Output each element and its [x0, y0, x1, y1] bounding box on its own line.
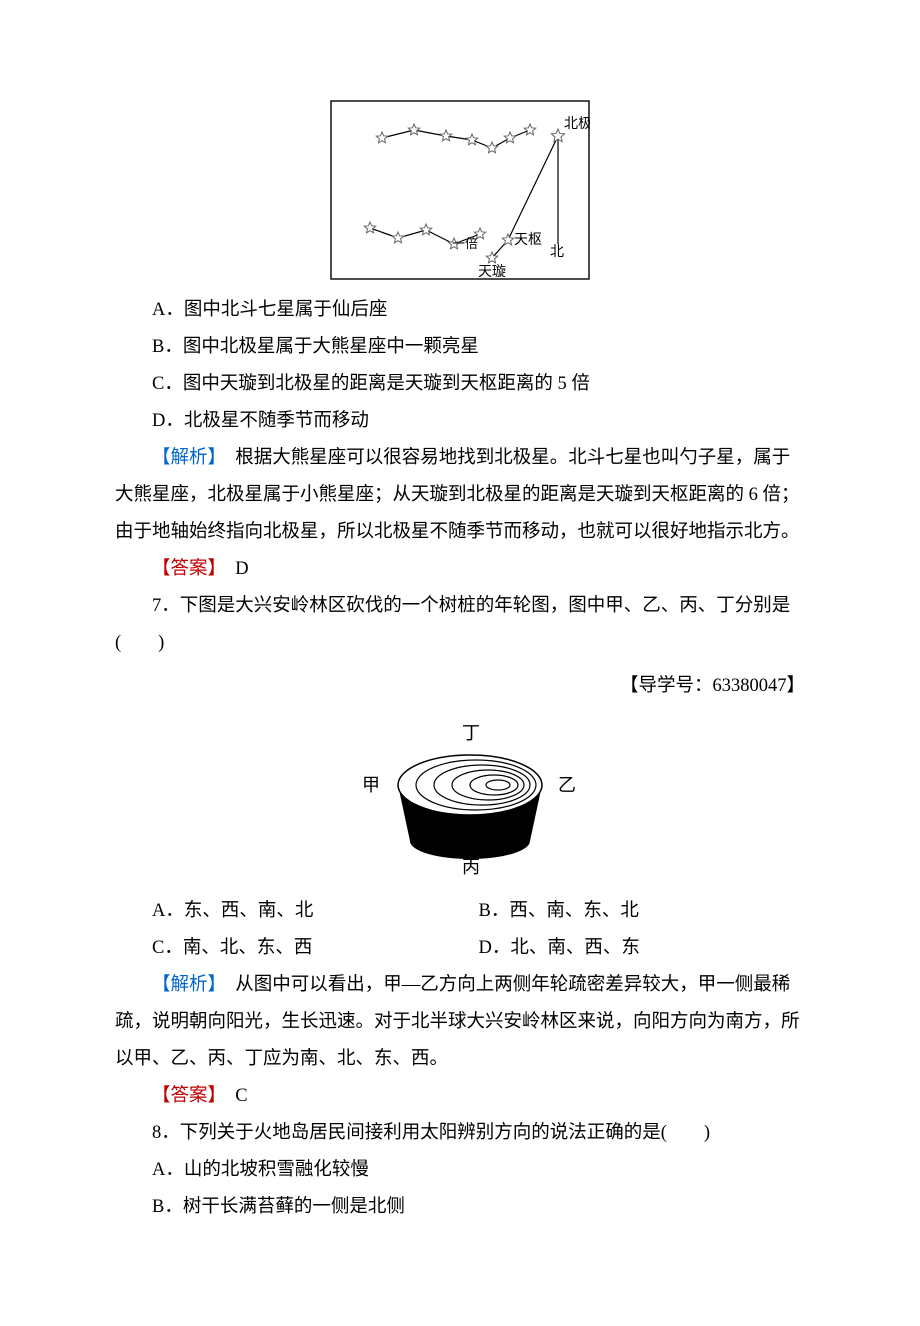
q6-option-b: B．图中北极星属于大熊星座中一颗亮星	[115, 329, 805, 366]
analysis-label: 【解析】	[152, 975, 217, 995]
q6-analysis: 【解析】 根据大熊星座可以很容易地找到北极星。北斗七星也叫勺子星，属于大熊星座，…	[115, 440, 805, 551]
q7-analysis: 【解析】 从图中可以看出，甲—乙方向上两侧年轮疏密差异较大，甲一侧最稀疏，说明朝…	[115, 967, 805, 1078]
q7-answer-value: C	[217, 1086, 248, 1106]
svg-text:丁: 丁	[462, 723, 480, 743]
q7-option-a: A．东、西、南、北	[152, 893, 479, 930]
q7-reference-number: 【导学号：63380047】	[115, 668, 805, 705]
q8-stem: 8．下列关于火地岛居民间接利用太阳辨别方向的说法正确的是( )	[115, 1115, 805, 1152]
svg-text:一倍: 一倍	[452, 236, 478, 251]
q8-option-a: A．山的北坡积雪融化较慢	[115, 1152, 805, 1189]
svg-text:甲: 甲	[362, 775, 380, 795]
star-diagram: 北极星天枢天璇 北 一倍	[330, 100, 590, 280]
answer-label: 【答案】	[152, 559, 217, 579]
q7-option-d: D．北、南、西、东	[479, 930, 806, 967]
q7-options-row2: C．南、北、东、西 D．北、南、西、东	[115, 930, 805, 967]
q6-option-d: D．北极星不随季节而移动	[115, 403, 805, 440]
q8-option-b: B．树干长满苔藓的一侧是北侧	[115, 1189, 805, 1226]
svg-text:天枢: 天枢	[514, 232, 542, 248]
svg-text:乙: 乙	[558, 775, 576, 795]
q7-answer: 【答案】 C	[115, 1078, 805, 1115]
q7-options-row1: A．东、西、南、北 B．西、南、东、北	[115, 893, 805, 930]
q7-stem: 7．下图是大兴安岭林区砍伐的一个树桩的年轮图，图中甲、乙、丙、丁分别是( )	[115, 588, 805, 662]
analysis-label: 【解析】	[152, 448, 217, 468]
tree-ring-diagram: 丁甲 乙丙	[310, 715, 610, 885]
q7-option-c: C．南、北、东、西	[152, 930, 479, 967]
q6-option-c: C．图中天璇到北极星的距离是天璇到天枢距离的 5 倍	[115, 366, 805, 403]
q6-answer-value: D	[217, 559, 249, 579]
q7-analysis-text: 从图中可以看出，甲—乙方向上两侧年轮疏密差异较大，甲一侧最稀疏，说明朝向阳光，生…	[115, 975, 800, 1069]
svg-text:丙: 丙	[462, 857, 480, 877]
q6-analysis-text: 根据大熊星座可以很容易地找到北极星。北斗七星也叫勺子星，属于大熊星座，北极星属于…	[115, 448, 800, 542]
svg-text:北: 北	[550, 244, 564, 260]
q6-answer: 【答案】 D	[115, 551, 805, 588]
q7-option-b: B．西、南、东、北	[479, 893, 806, 930]
svg-text:北极星: 北极星	[564, 116, 590, 132]
svg-text:天璇: 天璇	[478, 264, 506, 280]
answer-label: 【答案】	[152, 1086, 217, 1106]
q6-option-a: A．图中北斗七星属于仙后座	[115, 292, 805, 329]
